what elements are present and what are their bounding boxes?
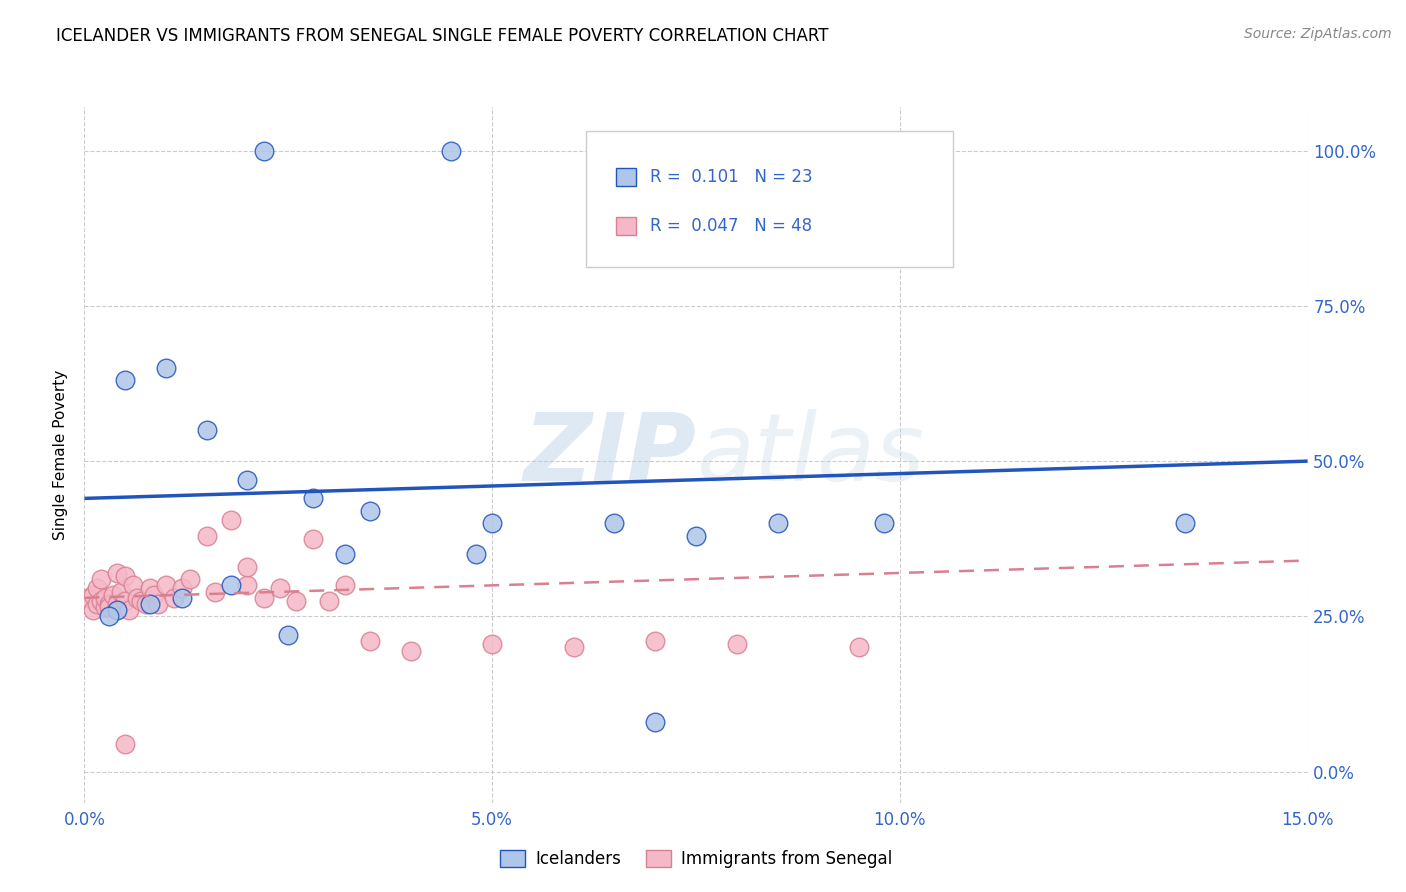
Point [138, 582, 160, 596]
Point [277, 628, 299, 642]
Point [110, 584, 132, 599]
Text: ZIP: ZIP [523, 409, 696, 501]
Point [335, 578, 357, 592]
Point [204, 584, 226, 599]
Point [118, 603, 141, 617]
Point [872, 516, 894, 531]
Point [301, 532, 323, 546]
Point [179, 572, 201, 586]
Point [155, 361, 177, 376]
Point [236, 559, 259, 574]
Point [603, 516, 626, 531]
Point [219, 578, 242, 592]
Point [685, 529, 707, 543]
Point [172, 591, 194, 605]
Point [195, 529, 218, 543]
Point [481, 516, 503, 531]
Point [101, 588, 124, 602]
Point [562, 640, 585, 655]
Point [359, 504, 381, 518]
Point [725, 637, 748, 651]
Point [86, 597, 108, 611]
Point [90, 572, 112, 586]
Point [163, 591, 186, 605]
Point [90, 594, 112, 608]
Point [93, 591, 117, 605]
Point [644, 714, 666, 729]
Point [1174, 516, 1197, 531]
Point [131, 594, 153, 608]
Point [97, 600, 120, 615]
Point [114, 737, 136, 751]
Text: ICELANDER VS IMMIGRANTS FROM SENEGAL SINGLE FEMALE POVERTY CORRELATION CHART: ICELANDER VS IMMIGRANTS FROM SENEGAL SIN… [56, 27, 828, 45]
Point [105, 603, 128, 617]
Point [236, 473, 259, 487]
Point [172, 582, 194, 596]
Point [219, 513, 242, 527]
Point [142, 588, 165, 602]
Point [105, 566, 128, 580]
Y-axis label: Single Female Poverty: Single Female Poverty [53, 370, 69, 540]
Text: R =  0.101   N = 23: R = 0.101 N = 23 [650, 169, 813, 186]
Point [253, 591, 276, 605]
Point [135, 597, 157, 611]
Legend: Icelanders, Immigrants from Senegal: Icelanders, Immigrants from Senegal [494, 843, 898, 874]
Point [77, 591, 100, 605]
Point [122, 578, 145, 592]
Point [440, 144, 463, 158]
Point [138, 597, 160, 611]
Point [105, 597, 128, 611]
Point [269, 582, 291, 596]
Point [318, 594, 340, 608]
Point [644, 634, 666, 648]
Point [399, 643, 422, 657]
Point [464, 547, 486, 561]
Point [82, 588, 104, 602]
Point [86, 582, 108, 596]
Point [301, 491, 323, 506]
Text: atlas: atlas [696, 409, 924, 500]
Point [253, 144, 276, 158]
Point [766, 516, 789, 531]
Point [114, 569, 136, 583]
Point [114, 594, 136, 608]
Point [285, 594, 308, 608]
Point [93, 600, 117, 615]
Bar [616, 217, 636, 235]
Point [848, 640, 870, 655]
Text: Source: ZipAtlas.com: Source: ZipAtlas.com [1244, 27, 1392, 41]
Point [481, 637, 503, 651]
Point [127, 591, 149, 605]
Bar [616, 169, 636, 186]
FancyBboxPatch shape [586, 131, 953, 267]
Point [114, 373, 136, 387]
Point [97, 597, 120, 611]
Point [82, 603, 104, 617]
Point [335, 547, 357, 561]
Point [236, 578, 259, 592]
Point [359, 634, 381, 648]
Point [155, 578, 177, 592]
Text: R =  0.047   N = 48: R = 0.047 N = 48 [650, 217, 813, 235]
Point [195, 423, 218, 437]
Point [97, 609, 120, 624]
Point [146, 597, 169, 611]
